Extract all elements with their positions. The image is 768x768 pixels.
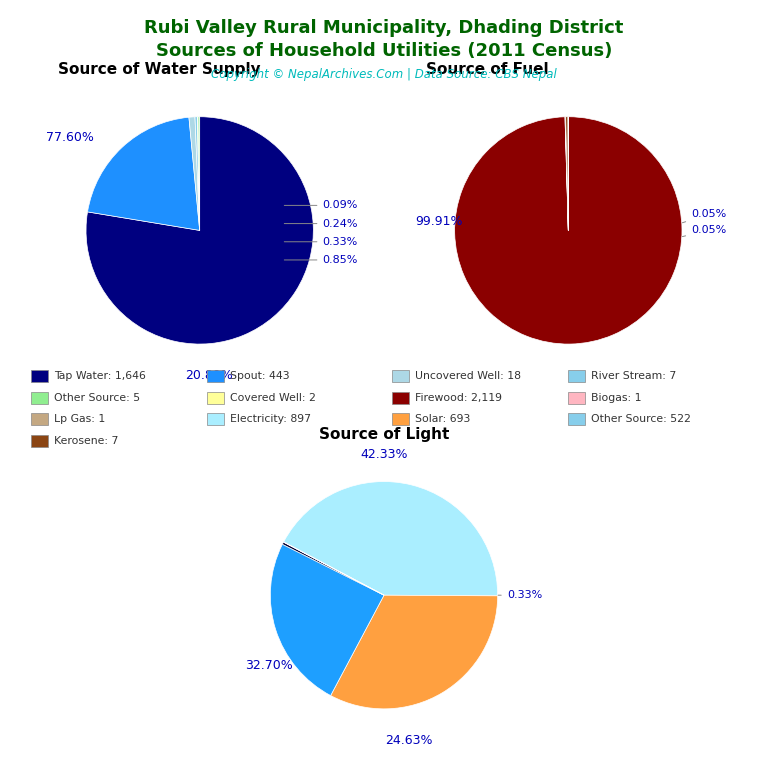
Text: Tap Water: 1,646: Tap Water: 1,646 bbox=[54, 371, 146, 382]
Text: Source of Fuel: Source of Fuel bbox=[426, 62, 549, 78]
Text: River Stream: 7: River Stream: 7 bbox=[591, 371, 677, 382]
Wedge shape bbox=[283, 542, 384, 595]
Text: Covered Well: 2: Covered Well: 2 bbox=[230, 392, 316, 403]
Wedge shape bbox=[455, 117, 682, 344]
Text: 0.05%: 0.05% bbox=[683, 225, 727, 237]
Text: Solar: 693: Solar: 693 bbox=[415, 414, 470, 425]
Text: Uncovered Well: 18: Uncovered Well: 18 bbox=[415, 371, 521, 382]
Text: Spout: 443: Spout: 443 bbox=[230, 371, 290, 382]
Text: 42.33%: 42.33% bbox=[360, 448, 408, 461]
Text: 99.91%: 99.91% bbox=[415, 215, 462, 228]
Wedge shape bbox=[565, 117, 568, 230]
Text: Lp Gas: 1: Lp Gas: 1 bbox=[54, 414, 105, 425]
Text: Other Source: 522: Other Source: 522 bbox=[591, 414, 691, 425]
Text: Biogas: 1: Biogas: 1 bbox=[591, 392, 642, 403]
Text: Copyright © NepalArchives.Com | Data Source: CBS Nepal: Copyright © NepalArchives.Com | Data Sou… bbox=[211, 68, 557, 81]
Wedge shape bbox=[86, 117, 313, 344]
Wedge shape bbox=[283, 482, 498, 596]
Wedge shape bbox=[331, 595, 498, 709]
Text: 0.33%: 0.33% bbox=[498, 590, 542, 601]
Wedge shape bbox=[270, 545, 384, 696]
Wedge shape bbox=[565, 117, 568, 230]
Wedge shape bbox=[195, 117, 200, 230]
Text: 0.05%: 0.05% bbox=[682, 210, 727, 223]
Wedge shape bbox=[566, 117, 568, 230]
Text: 24.63%: 24.63% bbox=[386, 734, 432, 746]
Wedge shape bbox=[189, 117, 200, 230]
Title: Source of Light: Source of Light bbox=[319, 427, 449, 442]
Text: Firewood: 2,119: Firewood: 2,119 bbox=[415, 392, 502, 403]
Text: 32.70%: 32.70% bbox=[245, 659, 293, 672]
Text: 0.24%: 0.24% bbox=[284, 219, 358, 229]
Text: Source of Water Supply: Source of Water Supply bbox=[58, 62, 260, 78]
Text: 0.85%: 0.85% bbox=[284, 255, 358, 265]
Text: 0.09%: 0.09% bbox=[284, 200, 358, 210]
Text: 20.89%: 20.89% bbox=[185, 369, 233, 382]
Wedge shape bbox=[88, 118, 200, 230]
Text: Sources of Household Utilities (2011 Census): Sources of Household Utilities (2011 Cen… bbox=[156, 42, 612, 60]
Text: 77.60%: 77.60% bbox=[46, 131, 94, 144]
Wedge shape bbox=[198, 117, 200, 230]
Text: Rubi Valley Rural Municipality, Dhading District: Rubi Valley Rural Municipality, Dhading … bbox=[144, 19, 624, 37]
Text: Kerosene: 7: Kerosene: 7 bbox=[54, 435, 118, 446]
Text: 0.33%: 0.33% bbox=[284, 237, 358, 247]
Wedge shape bbox=[283, 542, 384, 595]
Text: Electricity: 897: Electricity: 897 bbox=[230, 414, 311, 425]
Text: Other Source: 5: Other Source: 5 bbox=[54, 392, 140, 403]
Wedge shape bbox=[197, 117, 200, 230]
